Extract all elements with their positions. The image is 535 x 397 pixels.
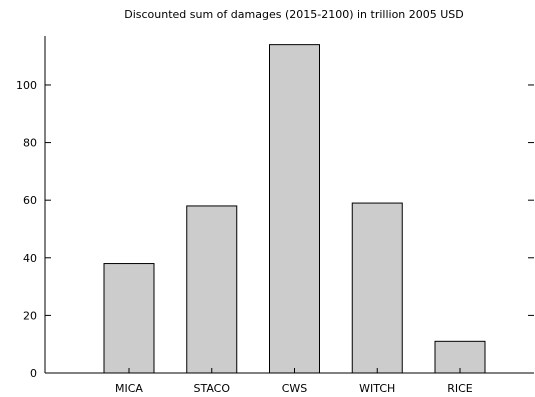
bar-witch <box>351 202 403 374</box>
x-tick-label: STACO <box>193 382 230 395</box>
y-tick-label: 80 <box>23 137 37 150</box>
y-tick-label: 40 <box>23 252 37 265</box>
bar-staco <box>186 205 238 374</box>
y-tick-label: 20 <box>23 309 37 322</box>
bars <box>103 44 486 374</box>
x-tick-label: RICE <box>447 382 473 395</box>
x-tick-label: CWS <box>282 382 308 395</box>
bar-mica <box>103 263 155 374</box>
x-tick-label: MICA <box>115 382 143 395</box>
y-tick-label: 0 <box>30 367 37 380</box>
x-axis-ticks: MICA STACO CWS WITCH RICE <box>115 368 473 395</box>
bar-rice <box>434 340 486 374</box>
chart-title: Discounted sum of damages (2015-2100) in… <box>124 8 464 21</box>
bar-cws <box>269 44 320 374</box>
y-tick-label: 60 <box>23 194 37 207</box>
x-tick-label: WITCH <box>359 382 395 395</box>
y-tick-label: 100 <box>16 79 37 92</box>
y-axis-ticks: 0 20 40 60 80 100 <box>16 79 534 380</box>
